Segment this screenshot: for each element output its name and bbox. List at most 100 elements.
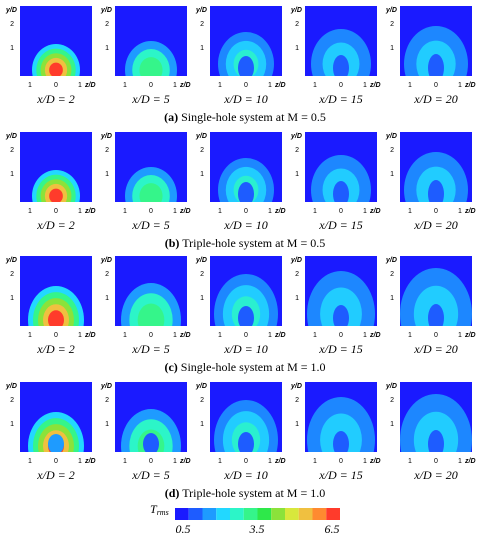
y-tick-label: 2: [295, 147, 299, 154]
contour-core: [333, 305, 349, 326]
y-axis-label: y/D: [100, 257, 112, 264]
caption-label: (b): [165, 236, 180, 250]
contour-plot: [400, 268, 472, 326]
x-tick-label: 1: [363, 208, 367, 215]
panel-label: x/D = 20: [413, 218, 457, 232]
contour-plot: [121, 283, 181, 326]
y-axis-label: y/D: [195, 7, 207, 14]
x-tick-label: 0: [434, 82, 438, 89]
colorbar-swatch: [271, 508, 285, 520]
y-tick-label: 2: [200, 21, 204, 28]
x-tick-label: 1: [458, 208, 462, 215]
row-caption: (a) Single-hole system at M = 0.5: [164, 110, 326, 124]
panel-label: x/D = 2: [36, 468, 74, 482]
colorbar-swatch: [326, 508, 340, 520]
x-tick-label: 0: [339, 332, 343, 339]
y-tick-label: 2: [390, 397, 394, 404]
x-tick-label: 1: [78, 458, 82, 465]
panel-label: x/D = 20: [413, 92, 457, 106]
x-tick-label: 1: [28, 458, 32, 465]
contour-plot: [125, 167, 177, 202]
y-axis-label: y/D: [5, 257, 17, 264]
contour-core: [333, 431, 349, 452]
colorbar-swatch: [257, 508, 272, 520]
panel-label: x/D = 2: [36, 218, 74, 232]
x-tick-label: 1: [28, 82, 32, 89]
y-axis-label: y/D: [290, 383, 302, 390]
x-tick-label: 0: [434, 458, 438, 465]
panel-label: x/D = 20: [413, 342, 457, 356]
y-axis-label: y/D: [5, 133, 17, 140]
y-tick-label: 2: [10, 21, 14, 28]
y-tick-label: 1: [10, 421, 14, 428]
y-axis-label: y/D: [5, 7, 17, 14]
y-tick-label: 1: [390, 45, 394, 52]
y-tick-label: 2: [295, 271, 299, 278]
x-axis-label: z/D: [179, 332, 191, 339]
contour-plot: [307, 271, 375, 326]
panel-label: x/D = 5: [131, 468, 169, 482]
contour-plot: [121, 409, 181, 452]
colorbar-label: Trms: [150, 502, 169, 517]
contour-plot: [32, 44, 80, 76]
y-axis-label: y/D: [290, 133, 302, 140]
x-axis-label: z/D: [179, 208, 191, 215]
x-tick-label: 0: [149, 458, 153, 465]
y-tick-label: 2: [390, 21, 394, 28]
caption-text: Triple-hole system at M = 1.0: [182, 486, 325, 500]
colorbar-tick: 0.5: [176, 522, 191, 536]
x-tick-label: 0: [149, 82, 153, 89]
y-tick-label: 2: [390, 271, 394, 278]
contour-core: [238, 432, 254, 452]
panel-label: x/D = 15: [318, 92, 362, 106]
x-tick-label: 0: [244, 332, 248, 339]
contour-level: [137, 303, 165, 326]
y-axis-label: y/D: [290, 257, 302, 264]
colorbar-swatch: [188, 508, 203, 520]
x-axis-label: z/D: [464, 208, 476, 215]
contour-core: [238, 56, 254, 76]
panel-label: x/D = 5: [131, 342, 169, 356]
contour-level: [139, 57, 163, 76]
y-axis-label: y/D: [385, 133, 397, 140]
x-tick-label: 1: [28, 332, 32, 339]
y-tick-label: 2: [10, 397, 14, 404]
x-axis-label: z/D: [369, 82, 381, 89]
panel-label: x/D = 10: [223, 92, 267, 106]
colorbar-swatch: [202, 508, 217, 520]
x-axis-label: z/D: [369, 208, 381, 215]
colorbar-swatch: [285, 508, 299, 520]
row-caption: (d) Triple-hole system at M = 1.0: [165, 486, 325, 500]
x-axis-label: z/D: [274, 82, 286, 89]
x-tick-label: 1: [218, 458, 222, 465]
x-tick-label: 0: [244, 208, 248, 215]
y-tick-label: 2: [10, 147, 14, 154]
x-axis-label: z/D: [464, 458, 476, 465]
y-tick-label: 1: [200, 45, 204, 52]
contour-core: [428, 304, 444, 326]
colorbar-swatch: [175, 508, 189, 520]
y-tick-label: 1: [10, 295, 14, 302]
panel-label: x/D = 15: [318, 468, 362, 482]
contour-plot: [214, 274, 278, 326]
x-tick-label: 1: [173, 208, 177, 215]
contour-level: [49, 62, 63, 76]
x-axis-label: z/D: [369, 458, 381, 465]
x-tick-label: 0: [244, 82, 248, 89]
x-tick-label: 1: [78, 332, 82, 339]
x-axis-label: z/D: [84, 458, 96, 465]
y-tick-label: 1: [200, 421, 204, 428]
x-axis-label: z/D: [84, 332, 96, 339]
contour-core: [333, 55, 349, 76]
contour-core: [143, 433, 159, 452]
contour-level: [48, 310, 64, 326]
contour-core: [48, 434, 64, 452]
y-axis-label: y/D: [100, 7, 112, 14]
caption-text: Triple-hole system at M = 0.5: [182, 236, 325, 250]
contour-plot: [311, 155, 371, 202]
panel-label: x/D = 10: [223, 342, 267, 356]
caption-text: Single-hole system at M = 0.5: [181, 110, 326, 124]
x-tick-label: 0: [54, 332, 58, 339]
x-tick-label: 1: [408, 332, 412, 339]
